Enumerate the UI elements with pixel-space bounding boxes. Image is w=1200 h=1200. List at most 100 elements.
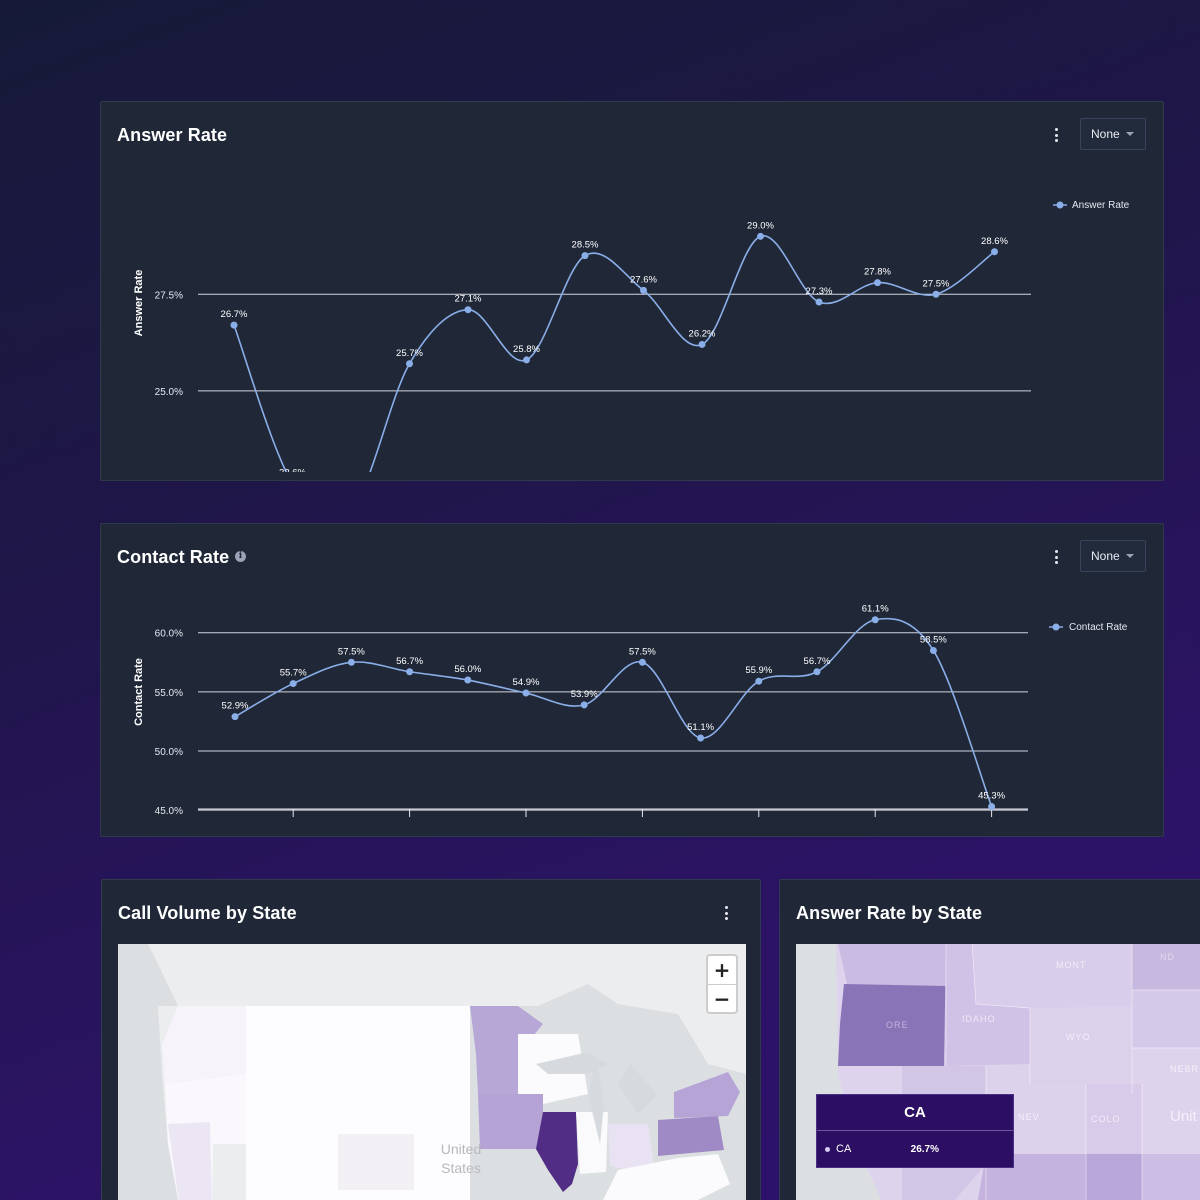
state-region-illinois [536,1112,578,1192]
state-region [1142,1154,1200,1200]
y-tick-labels: 45.0% 50.0% 55.0% 60.0% [155,629,183,817]
map-label: ND [1160,952,1175,962]
comparison-dropdown[interactable]: None [1080,118,1146,150]
data-label: 61.1% [862,604,889,615]
data-point[interactable] [697,734,705,742]
data-label: 52.9% [222,701,249,712]
zoom-control: + − [706,954,738,1014]
data-point[interactable] [289,680,297,688]
series-dot-icon [825,1146,830,1152]
state-region-south-dakota [1132,990,1200,1048]
zoom-in-button[interactable]: + [713,958,731,982]
legend[interactable]: Contact Rate [1049,622,1128,633]
card-title: Answer Rate [117,125,228,145]
data-point[interactable] [991,248,998,256]
answer-rate-by-state-card: Answer Rate by State MONT IDAHO WYO [779,879,1200,1200]
data-label: 29.0% [747,220,774,231]
state-region [608,1124,654,1170]
map-label: States [441,1160,481,1176]
answer-rate-map[interactable]: MONT IDAHO WYO NEBR COLO Unit ORE ND NEV… [796,944,1200,1200]
info-icon[interactable]: i [235,551,246,562]
data-label: 51.1% [687,722,714,733]
data-point[interactable] [871,616,879,624]
data-point[interactable] [932,290,940,298]
data-label: 26.7% [221,309,248,320]
map-label: MONT [1056,960,1087,970]
state-region-nebraska [1132,1048,1200,1094]
more-options-icon[interactable] [1049,126,1063,144]
data-point[interactable] [230,321,238,329]
data-point[interactable] [523,356,530,364]
data-label: 26.2% [689,328,716,339]
data-label: 22.6% [279,468,306,472]
data-label: 27.3% [806,286,833,297]
data-point[interactable] [406,668,414,676]
map-label: WYO [1066,1032,1091,1042]
zoom-out-button[interactable]: − [708,984,736,1012]
legend-label: Answer Rate [1072,200,1130,211]
more-options-icon[interactable] [1049,548,1063,566]
data-point[interactable] [231,713,239,721]
data-point[interactable] [813,668,821,676]
data-point[interactable] [347,658,355,666]
great-lakes [588,1054,604,1144]
comparison-dropdown[interactable]: None [1080,540,1146,572]
data-label: 45.3% [978,791,1005,802]
data-point[interactable] [638,658,646,666]
data-point[interactable] [464,676,472,684]
data-point[interactable] [988,803,996,811]
data-point[interactable] [464,306,472,314]
data-point[interactable] [522,689,530,697]
map-label: ORE [886,1020,909,1030]
y-tick-labels: 22.5%25.0%27.5% [155,290,183,398]
state-region [338,1134,414,1190]
tooltip-row-label: CA [836,1143,852,1155]
data-point[interactable] [755,677,763,685]
data-label: 27.8% [864,267,891,278]
data-point[interactable] [581,252,589,260]
call-volume-map[interactable]: United States + − [118,944,746,1200]
data-label: 25.8% [513,344,540,355]
data-point[interactable] [640,286,647,294]
data-point[interactable] [815,298,823,306]
data-point[interactable] [698,340,706,348]
data-points [230,232,998,368]
data-label: 56.7% [396,656,423,667]
grid [198,632,1028,811]
map-canvas: United States [118,944,746,1200]
state-region [603,1154,730,1200]
legend[interactable]: Answer Rate [1053,200,1130,211]
data-labels: 52.9% 55.7% 57.5% 56.7% 56.0% 54.9% 53.9% 57.5%… [222,604,1006,802]
state-region-wyoming [1030,1006,1132,1084]
x-axis [198,808,1028,817]
call-volume-card: Call Volume by State United [101,879,761,1200]
legend-label: Contact Rate [1069,622,1128,633]
data-label: 58.5% [920,634,947,645]
data-point[interactable] [929,646,937,654]
state-region-new-mexico [1086,1154,1142,1200]
great-lakes [536,1052,608,1074]
data-label: 57.5% [629,646,656,657]
y-tick-label: 25.0% [155,387,183,398]
grid [198,293,1031,392]
data-label: 27.5% [923,278,950,289]
data-label: 57.5% [338,646,365,657]
data-point[interactable] [874,279,881,287]
y-tick-label: 55.0% [155,688,183,699]
data-label: 54.9% [513,677,540,688]
state-region-colorado [1086,1084,1142,1154]
card-title: Contact Rate [117,547,230,567]
state-region [674,1072,740,1118]
data-label: 55.9% [745,665,772,676]
more-options-icon[interactable] [719,904,733,922]
data-point[interactable] [406,360,413,368]
data-label: 28.6% [981,236,1008,247]
y-axis-label: Contact Rate [133,658,145,726]
data-point[interactable] [580,701,588,709]
data-point[interactable] [757,232,764,240]
map-label: NEBR [1170,1064,1199,1074]
tooltip-row-value: 26.7% [910,1143,939,1155]
dropdown-value: None [1091,549,1120,563]
card-title: Call Volume by State [118,903,297,923]
state-region [168,1122,212,1200]
